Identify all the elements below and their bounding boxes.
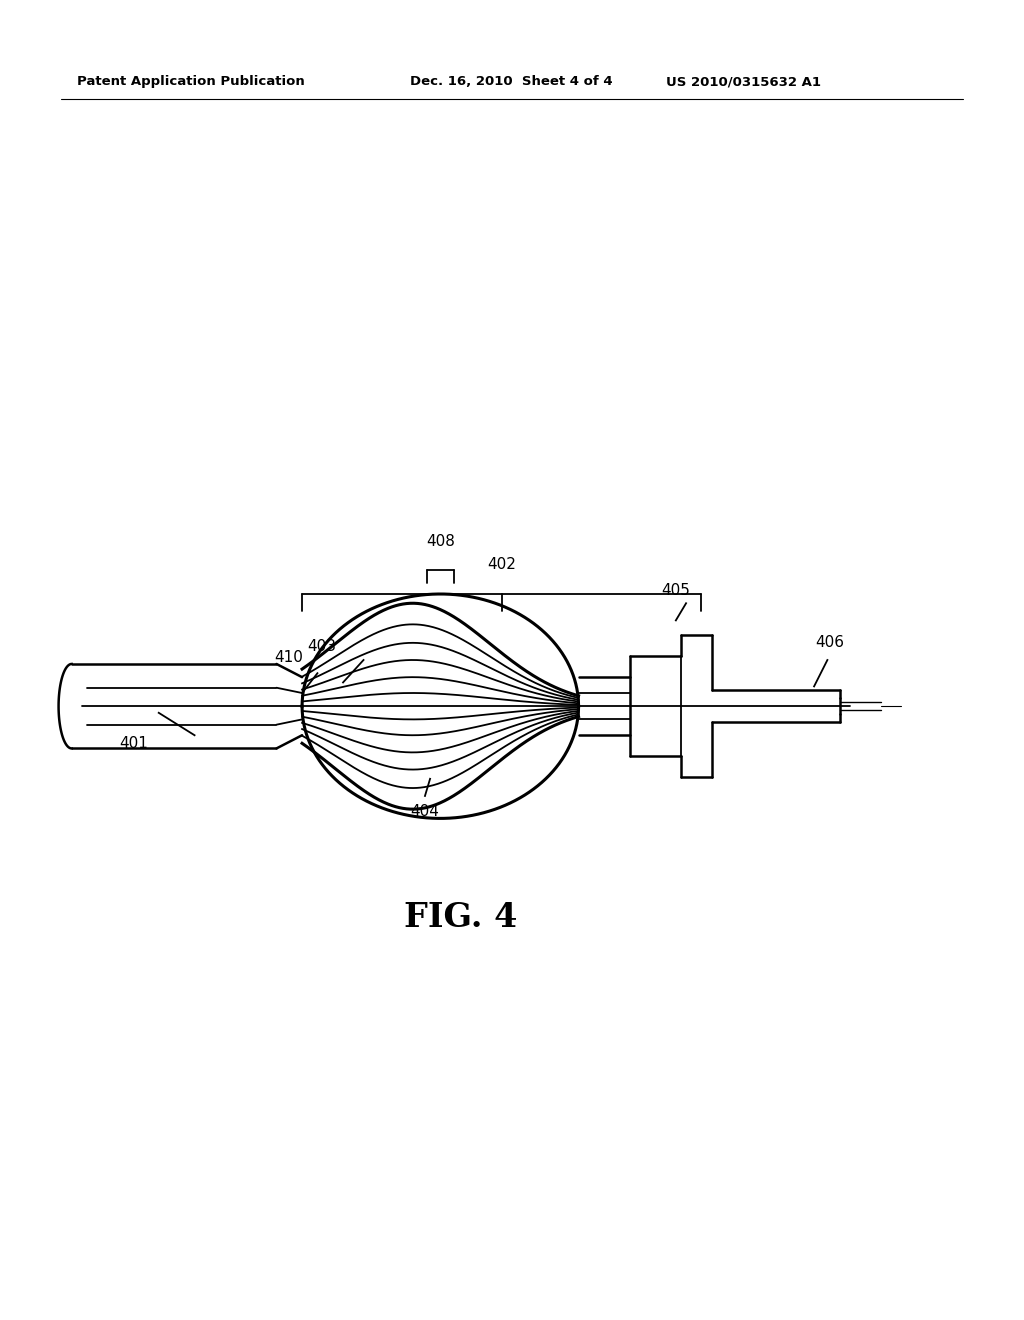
Text: Patent Application Publication: Patent Application Publication — [77, 75, 304, 88]
Text: FIG. 4: FIG. 4 — [404, 900, 517, 935]
Text: 406: 406 — [815, 635, 844, 651]
Text: 410: 410 — [274, 649, 303, 665]
Text: 402: 402 — [487, 557, 516, 573]
Text: 408: 408 — [426, 533, 455, 549]
Text: US 2010/0315632 A1: US 2010/0315632 A1 — [666, 75, 820, 88]
Text: Dec. 16, 2010  Sheet 4 of 4: Dec. 16, 2010 Sheet 4 of 4 — [410, 75, 612, 88]
Text: 404: 404 — [411, 804, 439, 820]
Text: 405: 405 — [662, 582, 690, 598]
Text: 401: 401 — [120, 735, 148, 751]
Text: 403: 403 — [307, 639, 336, 655]
